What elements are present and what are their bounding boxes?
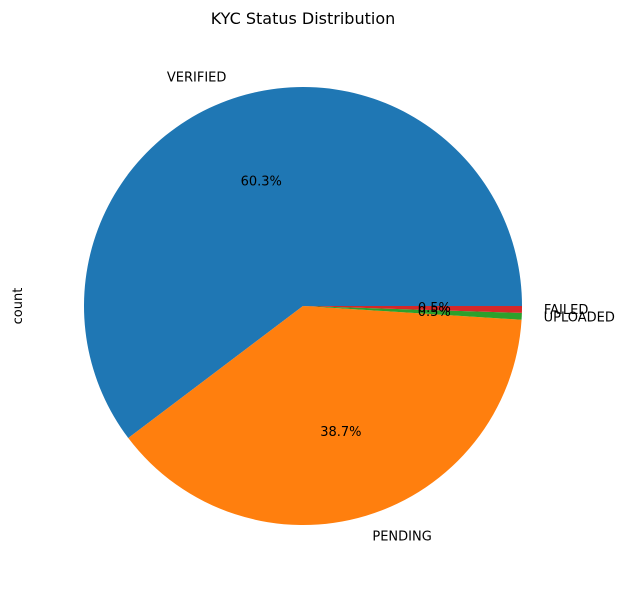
chart-title: KYC Status Distribution [211,9,396,28]
y-axis-label: count [11,288,26,325]
slice-percent-failed: 0.5% [418,301,451,316]
pie-slice-verified [84,87,523,439]
slice-percent-pending: 38.7% [320,425,361,440]
slice-percent-verified: 60.3% [241,174,282,189]
pie-slices [84,87,523,526]
slice-label-uploaded: UPLOADED [544,310,615,325]
pie-slice-pending [128,306,522,526]
pie-labels: VERIFIED 60.3% PENDING 38.7% UPLOADED 0.5% FAI… [167,71,615,545]
pie-slice-uploaded [303,306,522,320]
slice-label-pending: PENDING [372,530,431,545]
slice-percent-uploaded: 0.5% [418,305,451,320]
slice-label-failed: FAILED [544,303,588,318]
pie-slice-failed [303,306,522,313]
slice-label-verified: VERIFIED [167,71,227,86]
